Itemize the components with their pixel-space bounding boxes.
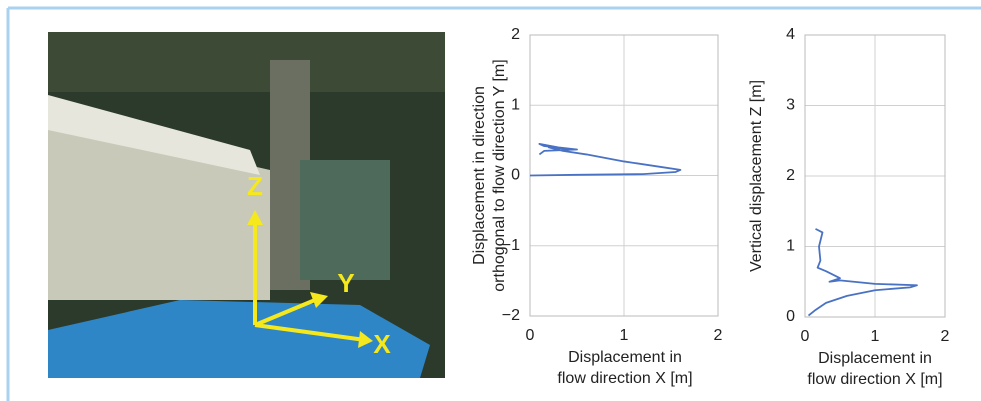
x-tick-label: 1 [620, 327, 629, 344]
data-line [529, 142, 682, 177]
plot-frame [804, 34, 946, 318]
data-line [807, 228, 918, 317]
y-tick-label: 4 [786, 26, 795, 43]
photo-label: Z [247, 171, 263, 201]
y-tick-label: −1 [502, 237, 520, 254]
y-axis-label: Displacement in direction [471, 86, 488, 265]
y-tick-label: −2 [502, 307, 520, 324]
x-tick-label: 1 [871, 328, 880, 345]
x-tick-label: 0 [526, 327, 535, 344]
y-tick-label: 0 [786, 308, 795, 325]
y-tick-label: 1 [511, 96, 520, 113]
y-tick-label: 2 [511, 26, 520, 43]
photo-label: X [373, 329, 391, 359]
y-tick-label: 0 [511, 167, 520, 184]
y-axis-label: Vertical displacement Z [m] [748, 80, 765, 272]
x-tick-label: 2 [941, 328, 950, 345]
photo: Z Y X [48, 32, 445, 378]
y-tick-label: 1 [786, 238, 795, 255]
y-tick-label: 2 [786, 167, 795, 184]
photo-label: Y [337, 268, 354, 298]
y-axis-label: orthogonal to flow direction Y [m] [491, 59, 508, 291]
y-tick-label: 3 [786, 97, 795, 114]
x-axis-label: Displacement in [818, 350, 932, 367]
x-axis-label: flow direction X [m] [807, 371, 942, 388]
x-tick-label: 0 [801, 328, 810, 345]
x-axis-label: Displacement in [568, 349, 682, 366]
x-tick-label: 2 [714, 327, 723, 344]
x-axis-label: flow direction X [m] [557, 370, 692, 387]
